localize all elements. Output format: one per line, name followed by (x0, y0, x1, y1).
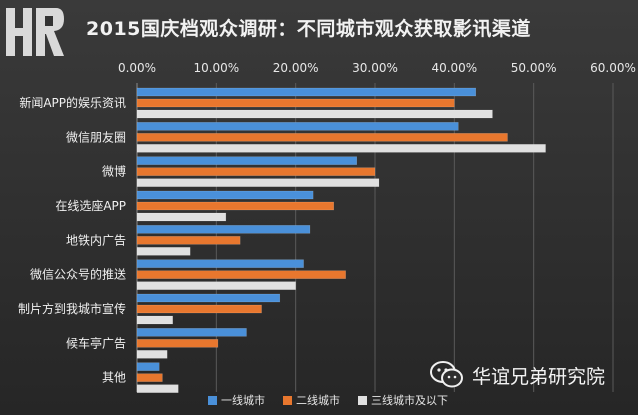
category-label: 微博 (102, 164, 126, 179)
bar (136, 236, 241, 245)
category-label: 地铁内广告 (66, 233, 126, 247)
x-tick-label: 20.00% (273, 61, 319, 75)
x-tick-label: 60.00% (590, 61, 636, 75)
legend-label-tier1: 一线城市 (221, 394, 265, 407)
bar (136, 339, 219, 348)
category-label: 候车亭广告 (66, 335, 126, 350)
bar (136, 362, 160, 371)
bar (136, 201, 334, 211)
bar (136, 304, 262, 314)
bar (136, 384, 179, 393)
bar (136, 315, 173, 325)
bar (136, 281, 296, 290)
bar (136, 270, 346, 279)
bar (136, 350, 168, 359)
hr-logo (6, 8, 64, 56)
bar (136, 156, 358, 165)
bar (136, 98, 455, 108)
legend-swatch-tier2 (283, 395, 292, 405)
watermark-text: 华谊兄弟研究院 (472, 365, 606, 388)
x-tick-label: 10.00% (193, 61, 239, 75)
legend-item-tier2: 二线城市 (283, 392, 340, 408)
category-label: 微信公众号的推送 (30, 267, 126, 282)
bar (136, 167, 376, 176)
bar (136, 259, 304, 268)
legend-item-tier3: 三线城市及以下 (358, 392, 448, 408)
category-label: 其他 (102, 371, 126, 385)
bar (136, 373, 163, 382)
bar (136, 225, 311, 234)
legend-swatch-tier1 (208, 395, 217, 405)
legend-label-tier2: 二线城市 (296, 394, 340, 407)
bar (136, 190, 314, 200)
category-label: 制片方到我城市宣传 (18, 301, 126, 316)
bar (136, 293, 281, 303)
bar (136, 87, 477, 97)
legend-swatch-tier3 (358, 395, 367, 405)
wechat-icon (430, 361, 463, 388)
x-tick-label: 30.00% (352, 61, 398, 75)
bar (136, 109, 493, 119)
x-tick-label: 50.00% (511, 61, 557, 75)
watermark: 华谊兄弟研究院 (430, 360, 605, 390)
category-label: 在线选座APP (55, 198, 126, 213)
bar (136, 133, 508, 142)
chart-title: 2015国庆档观众调研：不同城市观众获取影讯渠道 (86, 18, 531, 40)
bar (136, 144, 546, 153)
chart-legend: 一线城市 二线城市 三线城市及以下 (208, 392, 448, 408)
x-tick-label: 40.00% (431, 61, 477, 75)
x-tick-label: 0.00% (118, 61, 156, 75)
bar (136, 178, 380, 187)
bar (136, 247, 191, 256)
bar (136, 212, 227, 222)
legend-item-tier1: 一线城市 (208, 392, 265, 408)
category-label: 新闻APP的娱乐资讯 (19, 95, 126, 110)
legend-label-tier3: 三线城市及以下 (371, 394, 448, 407)
bar (136, 328, 247, 337)
bar (136, 122, 459, 131)
category-label: 微信朋友圈 (66, 130, 126, 144)
